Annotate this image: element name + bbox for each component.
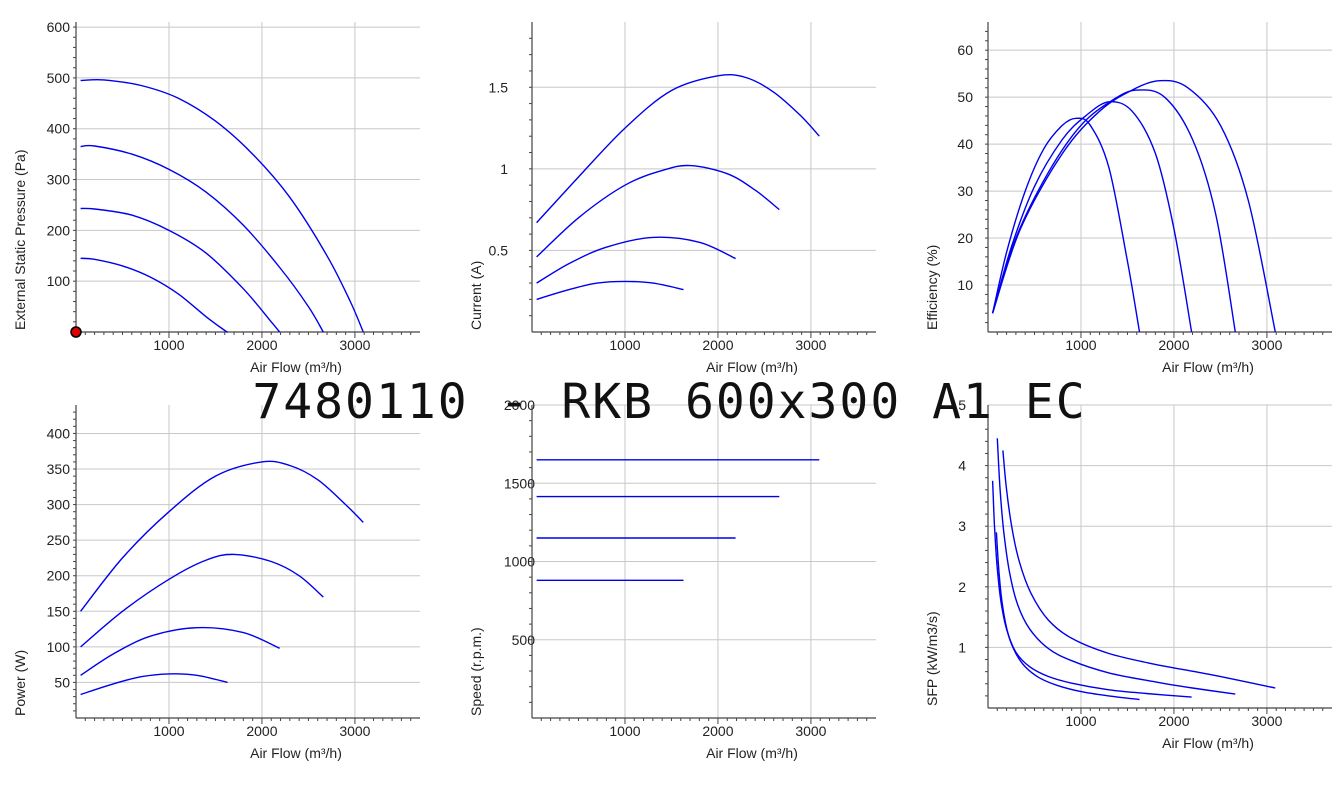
chart-1: 1000 2000 3000 100 200 300 400 500 600 Air Flow (… [12,19,420,375]
series-line-1 [80,673,228,696]
series-line-4 [80,78,364,333]
x-axis-label: Air Flow (m³/h) [250,745,342,761]
x-tick-label: 1000 [1065,713,1096,729]
x-tick-label: 1000 [609,337,640,353]
x-tick-label: 3000 [1251,713,1282,729]
y-axis-label: Speed (r.p.m.) [468,627,484,716]
series-line-4 [1002,450,1276,689]
series-line-3 [536,164,780,258]
y-tick-label: 5 [958,397,966,413]
series-line-3 [80,144,324,333]
y-tick-label: 60 [957,42,973,58]
series-line-2 [80,626,280,676]
series-line-2 [536,236,736,284]
y-tick-label: 150 [47,603,71,619]
series-line-2 [991,100,1193,333]
chart-5: 1000 2000 3000 500 1000 1500 2000 Air Flow (m³/… [468,397,876,761]
series-line-3 [996,438,1236,695]
y-tick-label: 200 [47,222,71,238]
x-axis-label: Air Flow (m³/h) [1162,735,1254,751]
x-tick-label: 3000 [339,337,370,353]
series-line-1 [995,532,1140,701]
y-tick-label: 500 [47,70,71,86]
x-tick-label: 2000 [702,337,733,353]
series-line-4 [991,79,1276,333]
x-tick-label: 3000 [795,723,826,739]
y-tick-label: 500 [512,632,536,648]
y-tick-label: 300 [47,172,71,188]
y-tick-label: 1 [958,639,966,655]
series-line-1 [536,280,684,301]
x-axis-label: Air Flow (m³/h) [1162,359,1254,375]
y-axis-label: Efficiency (%) [924,245,940,330]
x-tick-label: 1000 [153,723,184,739]
y-tick-label: 50 [957,89,973,105]
y-tick-label: 30 [957,183,973,199]
y-tick-label: 1500 [504,475,535,491]
y-tick-label: 4 [958,458,966,474]
y-tick-label: 400 [47,121,71,137]
y-tick-label: 1 [500,161,508,177]
y-tick-label: 0.5 [489,242,509,258]
chart-2: 1000 2000 3000 0.5 1 1.5 Air Flow (m³/h) Curren… [468,22,876,375]
x-tick-label: 2000 [1158,337,1189,353]
x-tick-label: 1000 [609,723,640,739]
x-tick-label: 3000 [339,723,370,739]
y-tick-label: 2000 [504,397,535,413]
y-tick-label: 600 [47,19,71,35]
x-tick-label: 2000 [702,723,733,739]
y-tick-label: 300 [47,497,71,513]
y-tick-label: 250 [47,532,71,548]
series-line-2 [991,480,1192,698]
series-line-1 [991,117,1141,333]
y-axis-label: Power (W) [12,650,28,716]
y-tick-label: 40 [957,136,973,152]
series-line-1 [80,257,229,333]
y-tick-label: 100 [47,273,71,289]
x-axis-label: Air Flow (m³/h) [706,745,798,761]
x-tick-label: 1000 [153,337,184,353]
y-axis-label: Current (A) [468,261,484,330]
series-line-4 [80,460,364,612]
y-tick-label: 400 [47,425,71,441]
x-tick-label: 2000 [246,723,277,739]
series-line-2 [80,207,281,333]
x-tick-label: 2000 [246,337,277,353]
y-tick-label: 50 [54,674,70,690]
y-tick-label: 20 [957,230,973,246]
y-tick-label: 100 [47,639,71,655]
y-tick-label: 10 [957,277,973,293]
chart-6: 1000 2000 3000 1 2 3 4 5 Air Flow (m³/h) SFP (kW/… [924,397,1332,751]
y-tick-label: 200 [47,568,71,584]
y-tick-label: 350 [47,461,71,477]
y-tick-label: 1.5 [489,79,509,95]
y-tick-label: 1000 [504,554,535,570]
series-line-3 [80,553,324,648]
operating-point-marker[interactable] [70,326,82,338]
x-tick-label: 2000 [1158,713,1189,729]
chart-3: 1000 2000 3000 10 20 30 40 50 60 Air Flow (m³/h) E… [924,22,1332,375]
x-tick-label: 1000 [1065,337,1096,353]
chart-4: 1000 2000 3000 50 100 150 200 250 300 350 400 Air F… [12,405,420,761]
x-tick-label: 3000 [795,337,826,353]
x-axis-label: Air Flow (m³/h) [706,359,798,375]
y-tick-label: 2 [958,579,966,595]
y-axis-label: External Static Pressure (Pa) [12,149,28,330]
x-tick-label: 3000 [1251,337,1282,353]
y-tick-label: 3 [958,518,966,534]
y-axis-label: SFP (kW/m3/s) [924,611,940,706]
x-axis-label: Air Flow (m³/h) [250,359,342,375]
series-line-4 [536,74,820,224]
